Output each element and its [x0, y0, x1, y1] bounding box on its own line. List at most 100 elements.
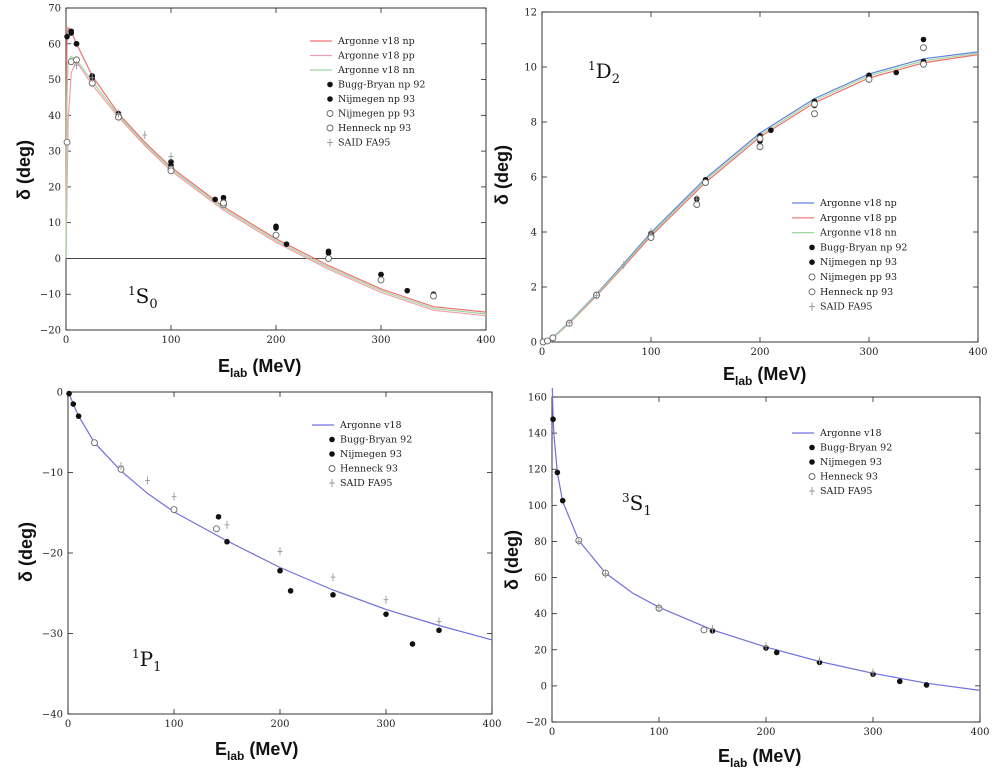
- y-tick-label: 60: [534, 573, 547, 584]
- partial-wave-label: 1D2: [588, 59, 620, 87]
- legend-label: Bugg-Bryan 92: [820, 443, 892, 454]
- xlabel-unit: (MeV): [247, 356, 301, 376]
- data-point-plus: [168, 152, 174, 161]
- data-point-plus: [436, 617, 442, 626]
- y-tick-label: 12: [524, 8, 537, 19]
- data-point-plus: [656, 603, 662, 612]
- legend-swatch-open: [326, 110, 334, 117]
- data-point-filled: [404, 287, 411, 294]
- data-point-open: [811, 100, 818, 108]
- series-line: [65, 55, 487, 315]
- series-line: [541, 52, 979, 343]
- wave-sub: 1: [643, 504, 651, 519]
- y-tick-label: 40: [534, 609, 547, 620]
- legend-label: Henneck 93: [340, 464, 398, 475]
- legend: Argonne v18 np Argonne v18 pp Argonne v18 …: [792, 198, 907, 313]
- data-point-filled: [330, 592, 336, 598]
- legend-swatch-filled: [327, 96, 333, 102]
- legend-swatch-open: [808, 273, 816, 281]
- wave-main: D: [596, 59, 612, 83]
- y-tick-label: 0: [55, 254, 61, 265]
- wave-pre: 3: [622, 491, 630, 505]
- legend-swatch-open: [328, 465, 336, 472]
- data-point-open: [430, 292, 437, 300]
- y-tick-label: 120: [528, 465, 547, 476]
- x-tick-label: 300: [371, 335, 390, 346]
- data-point-filled: [923, 682, 930, 688]
- y-tick-label: 0: [531, 338, 537, 349]
- x-tick-label: 200: [750, 347, 769, 358]
- xlabel-main: E: [215, 739, 227, 759]
- data-point-filled: [224, 538, 230, 545]
- data-point-filled: [73, 40, 80, 47]
- legend-label: Henneck np 93: [338, 123, 411, 134]
- data-point-open: [700, 626, 708, 634]
- legend-label: Nijmegen np 93: [820, 257, 897, 268]
- wave-sub: 1: [153, 660, 161, 675]
- data-point-open: [167, 167, 175, 175]
- data-point-open: [91, 439, 98, 447]
- legend-label: Nijmegen pp 93: [338, 109, 415, 120]
- chart-panel-3: 0 100 200 300 400 −40 −30 −20 −10 0 Argonne v18 Bug…: [16, 388, 502, 764]
- data-point-plus: [763, 642, 769, 651]
- y-tick-label: 70: [48, 4, 61, 15]
- wave-sub: 2: [612, 72, 620, 87]
- x-tick-label: 0: [63, 335, 69, 346]
- legend-label: Argonne v18 nn: [337, 65, 415, 76]
- legend-label: Argonne v18 np: [819, 198, 897, 209]
- legend-label: Argonne v18 pp: [337, 51, 415, 62]
- legend-swatch-filled: [809, 244, 815, 251]
- series-line: [551, 387, 981, 691]
- data-point-plus: [621, 261, 627, 269]
- data-point-plus: [566, 318, 572, 327]
- legend-swatch-filled: [327, 81, 333, 88]
- data-point-open: [220, 199, 227, 207]
- x-axis-label: Elab (MeV): [218, 356, 301, 380]
- y-tick-label: −20: [526, 718, 547, 729]
- y-tick-label: 10: [524, 63, 537, 74]
- x-tick-label: 300: [376, 719, 395, 730]
- data-point-open: [377, 276, 385, 284]
- wave-pre: 1: [132, 647, 140, 661]
- y-tick-label: 20: [48, 182, 61, 193]
- data-point-open: [702, 179, 709, 186]
- legend: Argonne v18 Bugg-Bryan 92 Nijmegen 93 Henne…: [792, 428, 892, 497]
- y-tick-label: 50: [48, 75, 61, 86]
- y-tick-label: 4: [531, 228, 537, 239]
- y-tick-label: −20: [40, 326, 61, 337]
- data-point-open: [63, 138, 71, 146]
- y-tick-label: −40: [42, 710, 63, 721]
- data-point-open: [920, 44, 927, 52]
- data-point-plus: [224, 520, 230, 529]
- data-point-filled: [768, 127, 774, 134]
- data-point-filled: [325, 250, 332, 256]
- x-tick-label: 400: [970, 727, 989, 738]
- legend-label: Argonne v18 np: [337, 36, 415, 47]
- data-point-filled: [893, 69, 900, 76]
- legend-swatch-filled: [809, 459, 815, 465]
- legend-label: Henneck np 93: [820, 287, 893, 298]
- wave-pre: 1: [128, 284, 136, 298]
- xlabel-unit: (MeV): [752, 364, 806, 384]
- data-point-open: [325, 254, 332, 262]
- legend-swatch-filled: [809, 444, 815, 451]
- legend-label: SAID FA95: [338, 138, 390, 149]
- data-point-plus: [171, 492, 177, 501]
- y-axis-label: δ (deg): [16, 522, 36, 582]
- partial-wave-label: 1P1: [132, 647, 161, 675]
- x-tick-label: 200: [756, 727, 775, 738]
- x-axis-label: Elab (MeV): [718, 746, 801, 770]
- legend-label: Argonne v18: [339, 420, 402, 431]
- data-point-plus: [648, 228, 654, 236]
- data-point-plus: [118, 462, 124, 471]
- y-tick-label: 20: [534, 645, 547, 656]
- data-point-plus: [383, 595, 389, 604]
- data-point-filled: [215, 513, 222, 520]
- data-point-plus: [576, 537, 582, 546]
- data-point-filled: [283, 241, 290, 247]
- x-tick-label: 100: [649, 727, 668, 738]
- data-point-open: [920, 60, 927, 68]
- legend-swatch-open: [808, 288, 816, 296]
